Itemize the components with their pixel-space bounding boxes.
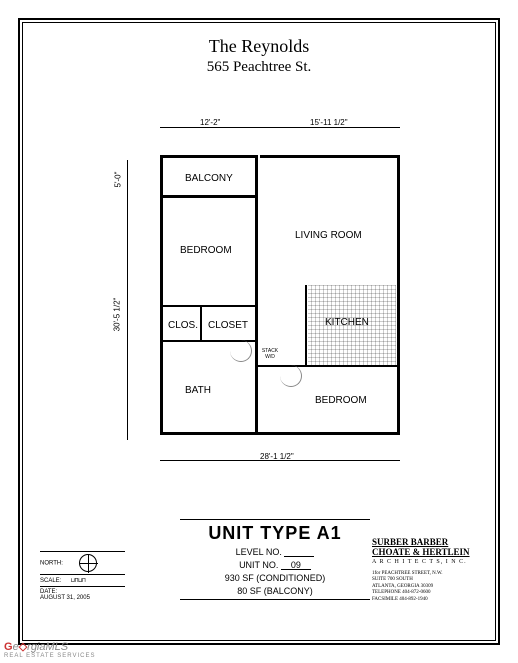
level-label: LEVEL NO.	[236, 547, 282, 557]
label-closet: CLOSET	[208, 320, 248, 331]
north-label: NORTH:	[40, 561, 63, 567]
sf-conditioned: 930 SF (CONDITIONED)	[180, 573, 370, 583]
wall	[260, 155, 400, 158]
scale-row: SCALE: ⊔⊓⊔⊓	[40, 574, 125, 586]
wall	[160, 305, 255, 307]
wall	[160, 195, 255, 198]
door-arc	[280, 365, 302, 387]
label-bedroom1: BEDROOM	[180, 245, 232, 256]
watermark-g: G	[4, 641, 13, 653]
wall	[160, 195, 163, 435]
title-address: 565 Peachtree St.	[0, 59, 518, 76]
label-bath: BATH	[185, 385, 211, 396]
label-balcony: BALCONY	[185, 173, 233, 184]
architect-block: SURBER BARBER CHOATE & HERTLEIN A R C H …	[372, 538, 482, 603]
dim-top-left: 12'-2"	[200, 118, 220, 127]
level-row: LEVEL NO.	[180, 547, 370, 557]
scale-label: SCALE:	[40, 578, 61, 584]
arch-address: 1for PEACHTREE STREET, N.W. SUITE 700 SO…	[372, 571, 482, 604]
level-blank	[284, 547, 314, 557]
unit-info-block: UNIT TYPE A1 LEVEL NO. UNIT NO. 09 930 S…	[180, 516, 370, 603]
title-main: The Reynolds	[0, 36, 518, 57]
watermark-diamond-icon: ◇	[19, 641, 27, 653]
unitno-row: UNIT NO. 09	[180, 560, 370, 570]
unitno-value: 09	[281, 560, 311, 570]
divider	[180, 519, 370, 520]
label-kitchen: KITCHEN	[325, 317, 369, 328]
title-block: The Reynolds 565 Peachtree St.	[0, 36, 518, 76]
dim-line-left	[127, 160, 128, 440]
arch-sub: A R C H I T E C T S, I N C.	[372, 559, 482, 565]
scale-bar: ⊔⊓⊔⊓	[71, 577, 85, 584]
dim-top-right: 15'-11 1/2"	[310, 118, 348, 127]
wall	[160, 432, 400, 435]
dim-line-top	[160, 127, 400, 128]
divider	[180, 599, 370, 600]
unitno-label: UNIT NO.	[239, 560, 278, 570]
watermark: Ge◇rgiaMLS REAL ESTATE SERVICES	[4, 640, 95, 659]
date-row: DATE: AUGUST 31, 2005	[40, 586, 125, 603]
wall	[305, 285, 307, 365]
label-closet-sm: CLOS.	[168, 320, 198, 331]
floor-plan: BALCONY BEDROOM LIVING ROOM CLOS. CLOSET…	[130, 135, 410, 435]
dim-left-upper: 5'-0"	[113, 172, 122, 188]
arch-line2: CHOATE & HERTLEIN	[372, 548, 482, 558]
dim-left-main: 30'-5 1/2"	[112, 298, 121, 332]
date-value: AUGUST 31, 2005	[40, 595, 90, 601]
wall	[200, 305, 202, 340]
arch-fax: FACSIMILE 404-892-1940	[372, 597, 482, 604]
watermark-rest: rgiaMLS	[27, 641, 68, 653]
label-bedroom2: BEDROOM	[315, 395, 367, 406]
unit-type-heading: UNIT TYPE A1	[180, 523, 370, 544]
meta-block: NORTH: SCALE: ⊔⊓⊔⊓ DATE: AUGUST 31, 2005	[40, 551, 125, 603]
door-arc	[230, 340, 252, 362]
north-arrow-icon	[79, 554, 97, 572]
label-stack: STACK W/D	[260, 348, 280, 360]
north-row: NORTH:	[40, 551, 125, 574]
wall	[160, 155, 163, 195]
wall	[255, 155, 258, 435]
sf-balcony: 80 SF (BALCONY)	[180, 586, 370, 596]
watermark-sub: REAL ESTATE SERVICES	[4, 653, 95, 659]
wall	[258, 365, 400, 367]
wall	[397, 155, 400, 435]
wall	[160, 155, 255, 158]
label-living: LIVING ROOM	[295, 230, 362, 241]
dim-line-bottom	[160, 460, 400, 461]
